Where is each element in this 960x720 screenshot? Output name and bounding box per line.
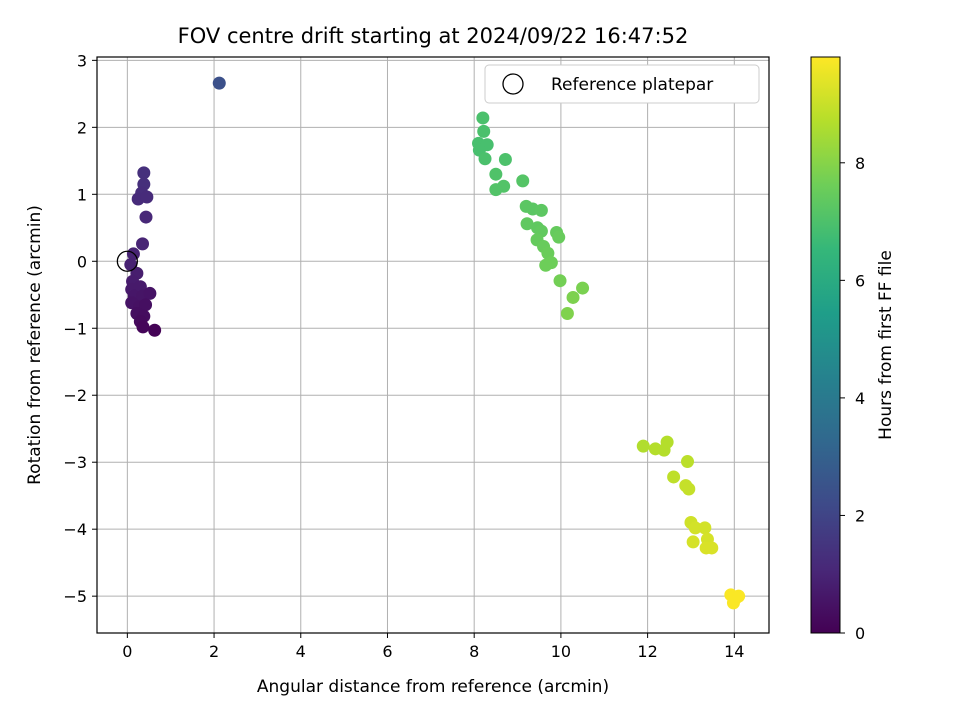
data-point <box>139 210 153 224</box>
data-point <box>148 323 162 337</box>
y-tick-label: −1 <box>63 319 87 338</box>
colorbar-label: Hours from first FF file <box>876 250 896 440</box>
data-point <box>534 203 548 217</box>
legend-label: Reference platepar <box>551 75 713 95</box>
colorbar-tick-label: 4 <box>855 389 865 408</box>
data-point <box>212 76 226 90</box>
reference-marker-layer <box>116 250 138 272</box>
data-point <box>667 470 681 484</box>
y-tick-label: 0 <box>77 252 87 271</box>
y-tick-label: −5 <box>63 587 87 606</box>
data-point <box>136 237 150 251</box>
chart-title: FOV centre drift starting at 2024/09/22 … <box>178 24 689 48</box>
plot-frame <box>96 56 770 634</box>
data-point <box>560 307 574 321</box>
data-point <box>489 183 503 197</box>
data-point <box>140 190 154 204</box>
data-point <box>516 174 530 188</box>
data-point <box>139 298 153 312</box>
y-tick-label: −3 <box>63 453 87 472</box>
y-tick-label: −4 <box>63 520 87 539</box>
x-axis-ticks: 0 2 4 6 8 10 12 14 <box>122 633 744 661</box>
data-point <box>686 535 700 549</box>
data-point <box>143 286 157 300</box>
colorbar <box>810 56 841 634</box>
data-point <box>566 290 580 304</box>
x-axis-label: Angular distance from reference (arcmin) <box>257 677 609 697</box>
y-tick-label: −2 <box>63 386 87 405</box>
y-axis-ticks: 3 2 1 0 −1 −2 −3 −4 −5 <box>63 51 97 606</box>
data-point <box>539 258 553 272</box>
colorbar-tick-label: 2 <box>855 506 865 525</box>
data-point <box>732 589 746 603</box>
x-tick-label: 12 <box>637 642 657 661</box>
data-point <box>682 482 696 496</box>
legend-box <box>484 64 760 104</box>
data-point <box>137 166 151 180</box>
data-point <box>576 281 590 295</box>
x-tick-label: 14 <box>724 642 744 661</box>
data-point <box>705 541 719 555</box>
data-point <box>498 152 512 166</box>
legend-marker-icon <box>502 73 524 95</box>
data-point <box>478 152 492 166</box>
data-point <box>520 217 534 231</box>
y-tick-label: 3 <box>77 51 87 70</box>
x-tick-label: 8 <box>469 642 479 661</box>
data-point <box>698 521 712 535</box>
data-point <box>636 439 650 453</box>
x-tick-label: 6 <box>382 642 392 661</box>
x-tick-label: 2 <box>209 642 219 661</box>
y-axis-label: Rotation from reference (arcmin) <box>25 205 45 485</box>
data-point <box>660 435 674 449</box>
colorbar-ticks: 0 2 4 6 8 <box>840 154 865 643</box>
data-point <box>489 167 503 181</box>
y-tick-label: 1 <box>77 185 87 204</box>
data-point <box>553 274 567 288</box>
data-points <box>124 76 746 610</box>
reference-platepar-marker <box>116 250 138 272</box>
x-tick-label: 0 <box>122 642 132 661</box>
data-point <box>136 320 150 334</box>
data-point <box>688 521 702 535</box>
grid-lines <box>97 57 769 633</box>
data-point <box>552 230 566 244</box>
legend: Reference platepar <box>484 64 760 104</box>
colorbar-tick-label: 8 <box>855 154 865 173</box>
x-tick-label: 10 <box>551 642 571 661</box>
data-point <box>477 124 491 138</box>
data-point <box>476 111 490 125</box>
colorbar-tick-label: 0 <box>855 624 865 643</box>
colorbar-tick-label: 6 <box>855 271 865 290</box>
data-point <box>680 455 694 469</box>
x-tick-label: 4 <box>296 642 306 661</box>
y-tick-label: 2 <box>77 118 87 137</box>
